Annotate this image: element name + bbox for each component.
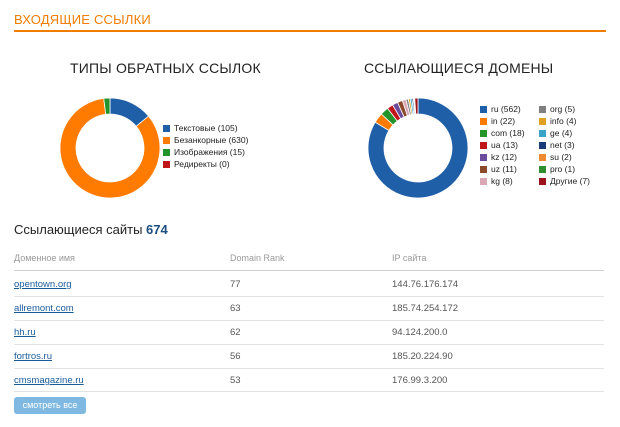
legend-item: pro (1) bbox=[539, 163, 590, 175]
backlink-type-slice-2[interactable] bbox=[103, 98, 111, 115]
legend-item: net (3) bbox=[539, 139, 590, 151]
legend-label: uz (11) bbox=[491, 164, 517, 174]
legend-swatch bbox=[539, 177, 546, 185]
row-ip: 176.99.3.200 bbox=[392, 375, 448, 386]
row-rank: 77 bbox=[230, 279, 241, 290]
legend-label: ru (562) bbox=[491, 104, 521, 114]
legend-label: Текстовые (105) bbox=[174, 123, 238, 133]
legend-swatch bbox=[539, 105, 546, 113]
legend-item: org (5) bbox=[539, 103, 590, 115]
legend-swatch bbox=[539, 117, 546, 125]
domain-zone-slice-0[interactable] bbox=[368, 98, 468, 198]
backlink-types-title: ТИПЫ ОБРАТНЫХ ССЫЛОК bbox=[70, 60, 261, 76]
referring-sites-count: 674 bbox=[146, 222, 168, 237]
row-rank: 53 bbox=[230, 375, 241, 386]
row-divider bbox=[14, 320, 604, 321]
legend-label: ge (4) bbox=[550, 128, 573, 138]
legend-swatch bbox=[480, 117, 487, 125]
legend-swatch bbox=[539, 153, 546, 161]
legend-swatch bbox=[480, 105, 487, 113]
legend-label: info (4) bbox=[550, 116, 577, 126]
legend-swatch bbox=[163, 148, 170, 156]
row-domain-link[interactable]: cmsmagazine.ru bbox=[14, 375, 84, 386]
legend-swatch bbox=[539, 129, 546, 137]
referring-domains-title: ССЫЛАЮЩИЕСЯ ДОМЕНЫ bbox=[364, 60, 554, 76]
legend-item: com (18) bbox=[480, 127, 525, 139]
legend-label: pro (1) bbox=[550, 164, 576, 174]
legend-label: org (5) bbox=[550, 104, 576, 114]
referring-domains-legend-col1: ru (562) in (22) com (18) ua (13) kz (12… bbox=[480, 103, 525, 187]
legend-item: Другие (7) bbox=[539, 175, 590, 187]
legend-item: in (22) bbox=[480, 115, 525, 127]
row-divider bbox=[14, 368, 604, 369]
legend-item: kg (8) bbox=[480, 175, 525, 187]
row-domain-link[interactable]: opentown.org bbox=[14, 279, 72, 290]
legend-item: su (2) bbox=[539, 151, 590, 163]
backlink-types-legend: Текстовые (105) Безанкорные (630) Изобра… bbox=[163, 122, 248, 170]
domain-zone-slice-13[interactable] bbox=[414, 98, 419, 115]
legend-swatch bbox=[480, 165, 487, 173]
row-rank: 63 bbox=[230, 303, 241, 314]
row-ip: 185.20.224.90 bbox=[392, 351, 453, 362]
legend-item: Изображения (15) bbox=[163, 146, 248, 158]
legend-label: Редиректы (0) bbox=[174, 159, 230, 169]
legend-label: Безанкорные (630) bbox=[174, 135, 249, 145]
row-ip: 185.74.254.172 bbox=[392, 303, 459, 314]
row-ip: 144.76.176.174 bbox=[392, 279, 459, 290]
row-domain-link[interactable]: fortros.ru bbox=[14, 351, 53, 362]
legend-item: Текстовые (105) bbox=[163, 122, 248, 134]
legend-label: com (18) bbox=[491, 128, 525, 138]
legend-item: ua (13) bbox=[480, 139, 525, 151]
referring-domains-donut bbox=[368, 98, 468, 198]
legend-item: Редиректы (0) bbox=[163, 158, 248, 170]
legend-swatch bbox=[163, 160, 170, 168]
row-divider bbox=[14, 296, 604, 297]
legend-swatch bbox=[539, 165, 546, 173]
legend-label: in (22) bbox=[491, 116, 516, 126]
legend-item: uz (11) bbox=[480, 163, 525, 175]
row-divider bbox=[14, 391, 604, 392]
legend-item: ru (562) bbox=[480, 103, 525, 115]
row-domain-link[interactable]: hh.ru bbox=[14, 327, 36, 338]
row-domain-link[interactable]: allremont.com bbox=[14, 303, 74, 314]
referring-sites-title: Ссылающиеся сайты bbox=[14, 222, 143, 237]
legend-label: su (2) bbox=[550, 152, 572, 162]
column-header-domain: Доменное имя bbox=[14, 253, 75, 263]
row-rank: 56 bbox=[230, 351, 241, 362]
legend-swatch bbox=[480, 177, 487, 185]
legend-swatch bbox=[480, 153, 487, 161]
legend-item: info (4) bbox=[539, 115, 590, 127]
legend-label: Изображения (15) bbox=[174, 147, 245, 157]
legend-item: Безанкорные (630) bbox=[163, 134, 248, 146]
referring-domains-legend-col2: org (5) info (4) ge (4) net (3) su (2) p… bbox=[539, 103, 590, 187]
section-title: ВХОДЯЩИЕ ССЫЛКИ bbox=[14, 12, 151, 27]
table-header-divider bbox=[14, 270, 604, 271]
view-all-button[interactable]: смотреть все bbox=[14, 397, 86, 414]
legend-swatch bbox=[480, 129, 487, 137]
legend-swatch bbox=[163, 136, 170, 144]
legend-item: ge (4) bbox=[539, 127, 590, 139]
legend-label: kg (8) bbox=[491, 176, 513, 186]
backlink-types-donut bbox=[60, 98, 160, 198]
legend-swatch bbox=[539, 141, 546, 149]
row-rank: 62 bbox=[230, 327, 241, 338]
legend-label: net (3) bbox=[550, 140, 575, 150]
column-header-ip: IP сайта bbox=[392, 253, 427, 263]
legend-swatch bbox=[480, 141, 487, 149]
backlink-type-slice-1[interactable] bbox=[60, 98, 160, 198]
row-ip: 94.124.200.0 bbox=[392, 327, 448, 338]
legend-swatch bbox=[163, 124, 170, 132]
legend-label: Другие (7) bbox=[550, 176, 590, 186]
legend-label: ua (13) bbox=[491, 140, 518, 150]
legend-label: kz (12) bbox=[491, 152, 517, 162]
column-header-rank: Domain Rank bbox=[230, 253, 285, 263]
legend-item: kz (12) bbox=[480, 151, 525, 163]
row-divider bbox=[14, 344, 604, 345]
section-divider bbox=[14, 30, 606, 32]
